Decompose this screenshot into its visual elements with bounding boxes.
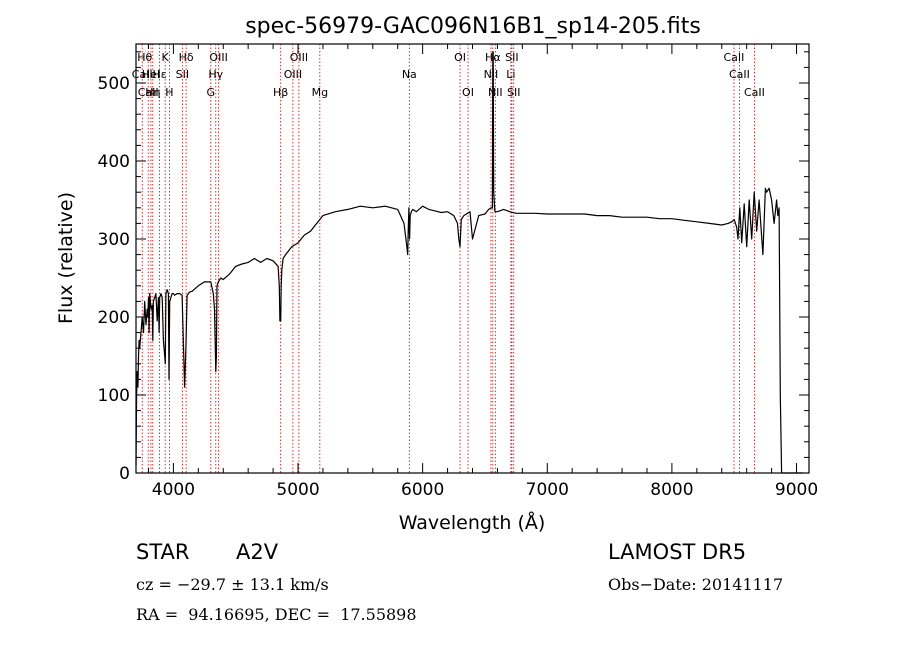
line-label: Hγ — [208, 68, 223, 81]
x-tick-label: 6000 — [401, 480, 444, 500]
line-label: CaII — [744, 86, 765, 99]
line-label: OIII — [209, 51, 227, 64]
y-tick-label: 400 — [98, 152, 130, 172]
line-label: K — [162, 51, 170, 64]
line-label: G — [207, 86, 216, 99]
x-tick-label: 8000 — [650, 480, 693, 500]
line-label: Mg — [312, 86, 328, 99]
redshift-velocity: cz = −29.7 ± 13.1 km/s — [136, 575, 329, 594]
line-label: SII — [507, 86, 520, 99]
x-tick-label: 5000 — [276, 480, 319, 500]
sky-coordinates: RA = 94.16695, DEC = 17.55898 — [136, 605, 417, 624]
line-label: Hη — [145, 86, 160, 99]
line-label: SII — [505, 51, 518, 64]
x-tick-label: 7000 — [526, 480, 569, 500]
line-label: CaII — [138, 86, 159, 99]
line-label: Hθ — [137, 51, 152, 64]
y-axis: 0 100 200 300 400 500 — [98, 51, 809, 484]
line-label: NII — [484, 68, 499, 81]
line-label: OIII — [290, 51, 308, 64]
line-label: HeI — [142, 68, 160, 81]
chart-title: spec-56979-GAC096N16B1_sp14-205.fits — [245, 14, 701, 39]
y-tick-label: 100 — [98, 386, 130, 406]
line-label: CaII — [132, 68, 153, 81]
line-label: Li — [506, 68, 515, 81]
y-tick-label: 500 — [98, 74, 130, 94]
observation-date: Obs−Date: 20141117 — [608, 575, 784, 594]
line-label: NII — [488, 86, 503, 99]
x-tick-label: 4000 — [152, 480, 195, 500]
x-axis: 4000 5000 6000 7000 8000 9000 — [147, 44, 818, 500]
x-axis-label: Wavelength (Å) — [399, 511, 546, 534]
line-markers — [141, 44, 755, 473]
y-tick-label: 300 — [98, 230, 130, 250]
x-tick-label: 9000 — [775, 480, 818, 500]
y-tick-label: 0 — [119, 464, 130, 484]
line-label: Hβ — [273, 86, 288, 99]
line-label: Na — [402, 68, 417, 81]
line-label: OI — [462, 86, 474, 99]
spectral-subclass: A2V — [236, 540, 279, 564]
line-label: CaII — [724, 51, 745, 64]
line-label: OI — [454, 51, 466, 64]
line-label: OIII — [284, 68, 302, 81]
line-label: H — [165, 86, 173, 99]
y-axis-label: Flux (relative) — [55, 192, 77, 324]
spectrum-line — [135, 51, 803, 474]
line-label: CaII — [729, 68, 750, 81]
line-label: Hδ — [179, 51, 194, 64]
line-label: Hε — [152, 68, 166, 81]
y-tick-label: 200 — [98, 308, 130, 328]
line-labels: CaIIHθCaIIHeIHηHεKHSIIHδGHγOIIIHβOIIIOII… — [132, 51, 765, 99]
plot-frame — [135, 43, 810, 474]
object-type: STAR — [136, 540, 190, 564]
survey-name: LAMOST DR5 — [608, 540, 747, 564]
line-label: SII — [176, 68, 189, 81]
